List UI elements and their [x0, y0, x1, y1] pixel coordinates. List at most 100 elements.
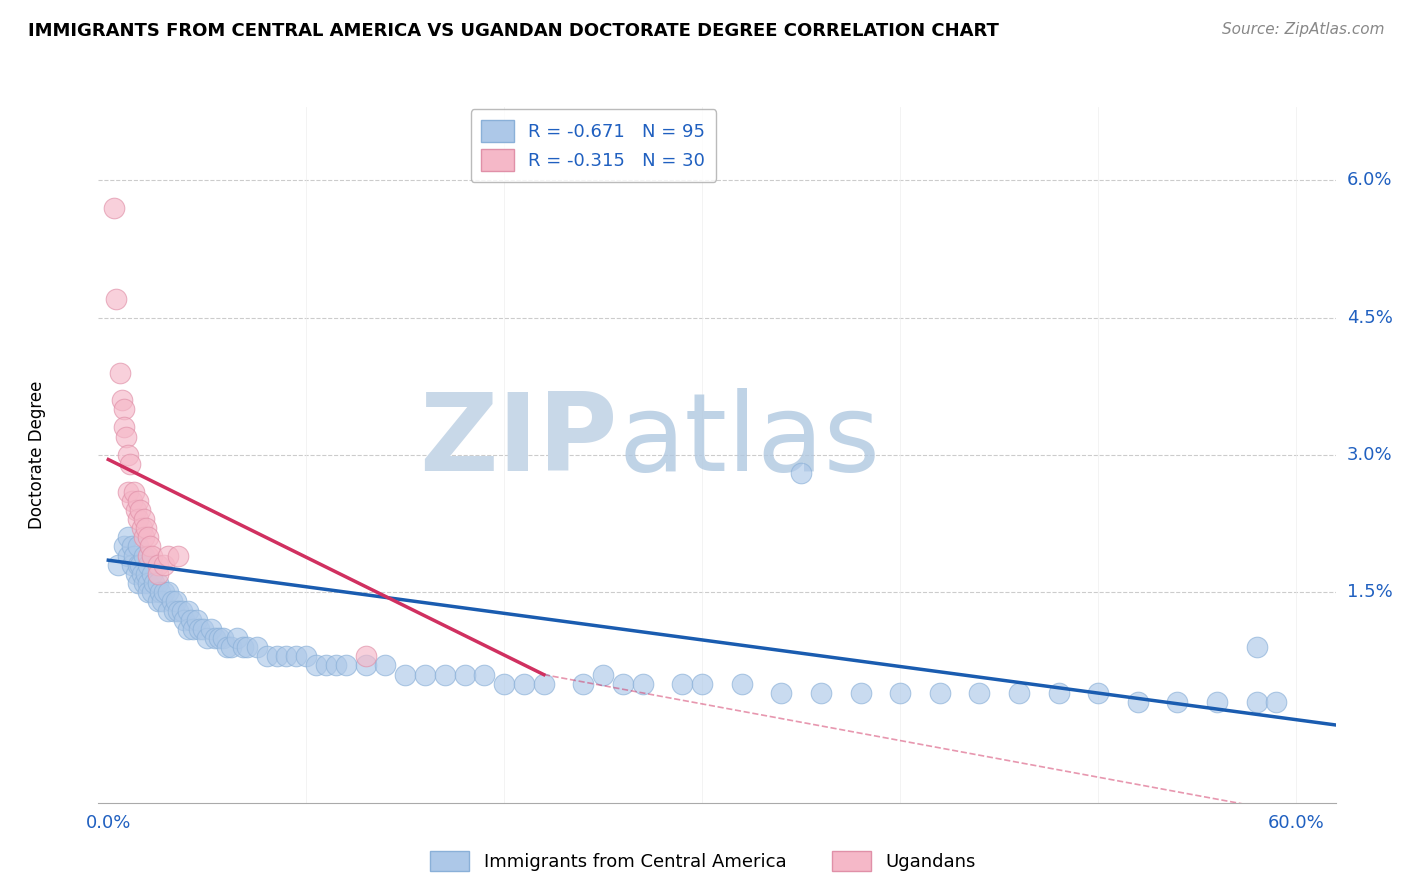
Point — [193, 622, 215, 636]
Point — [612, 677, 634, 691]
Point — [186, 613, 208, 627]
Point — [129, 558, 152, 572]
Point — [631, 677, 654, 691]
Point — [136, 549, 159, 563]
Point — [141, 585, 163, 599]
Point — [285, 649, 308, 664]
Point — [163, 603, 186, 617]
Point — [276, 649, 298, 664]
Point — [105, 293, 128, 307]
Point — [132, 512, 155, 526]
Point — [889, 686, 911, 700]
Point — [139, 540, 162, 554]
Point — [125, 566, 148, 581]
Text: atlas: atlas — [619, 388, 880, 494]
Point — [592, 667, 614, 681]
Point — [928, 686, 950, 700]
Point — [374, 658, 396, 673]
Point — [1166, 695, 1188, 709]
Point — [115, 429, 138, 443]
Point — [136, 576, 159, 591]
Point — [136, 530, 159, 544]
Point — [1206, 695, 1229, 709]
Point — [433, 667, 456, 681]
Legend: R = -0.671   N = 95, R = -0.315   N = 30: R = -0.671 N = 95, R = -0.315 N = 30 — [471, 109, 716, 182]
Point — [474, 667, 496, 681]
Point — [1047, 686, 1070, 700]
Point — [132, 549, 155, 563]
Point — [146, 576, 169, 591]
Point — [121, 558, 143, 572]
Point — [135, 521, 157, 535]
Point — [146, 566, 169, 581]
Point — [1087, 686, 1109, 700]
Point — [141, 566, 163, 581]
Point — [132, 530, 155, 544]
Point — [170, 603, 193, 617]
Point — [131, 521, 153, 535]
Point — [236, 640, 259, 655]
Point — [325, 658, 347, 673]
Point — [354, 658, 377, 673]
Point — [111, 392, 134, 407]
Point — [671, 677, 693, 691]
Point — [121, 540, 143, 554]
Point — [112, 402, 135, 417]
Point — [208, 631, 231, 645]
Point — [166, 603, 188, 617]
Point — [127, 493, 149, 508]
Point — [810, 686, 832, 700]
Point — [226, 631, 249, 645]
Point — [256, 649, 278, 664]
Point — [152, 558, 174, 572]
Text: Doctorate Degree: Doctorate Degree — [28, 381, 45, 529]
Point — [315, 658, 337, 673]
Point — [173, 613, 195, 627]
Point — [204, 631, 226, 645]
Point — [572, 677, 595, 691]
Point — [103, 201, 125, 215]
Point — [494, 677, 516, 691]
Point — [149, 585, 172, 599]
Point — [453, 667, 475, 681]
Point — [129, 503, 152, 517]
Point — [295, 649, 318, 664]
Point — [246, 640, 269, 655]
Text: IMMIGRANTS FROM CENTRAL AMERICA VS UGANDAN DOCTORATE DEGREE CORRELATION CHART: IMMIGRANTS FROM CENTRAL AMERICA VS UGAND… — [28, 22, 1000, 40]
Point — [166, 549, 188, 563]
Point — [117, 530, 139, 544]
Point — [146, 594, 169, 608]
Text: 3.0%: 3.0% — [1347, 446, 1392, 464]
Point — [120, 457, 142, 471]
Point — [180, 613, 202, 627]
Point — [146, 558, 169, 572]
Point — [142, 576, 165, 591]
Point — [1008, 686, 1031, 700]
Point — [969, 686, 991, 700]
Point — [152, 585, 174, 599]
Point — [131, 566, 153, 581]
Point — [136, 558, 159, 572]
Point — [132, 576, 155, 591]
Text: ZIP: ZIP — [419, 388, 619, 494]
Point — [127, 558, 149, 572]
Point — [266, 649, 288, 664]
Point — [176, 603, 198, 617]
Point — [176, 622, 198, 636]
Point — [156, 585, 179, 599]
Point — [156, 549, 179, 563]
Point — [117, 448, 139, 462]
Point — [125, 503, 148, 517]
Point — [188, 622, 211, 636]
Point — [122, 549, 145, 563]
Text: 4.5%: 4.5% — [1347, 309, 1393, 326]
Point — [121, 493, 143, 508]
Point — [117, 484, 139, 499]
Point — [127, 512, 149, 526]
Point — [127, 576, 149, 591]
Point — [394, 667, 416, 681]
Point — [770, 686, 793, 700]
Point — [122, 484, 145, 499]
Point — [354, 649, 377, 664]
Point — [200, 622, 222, 636]
